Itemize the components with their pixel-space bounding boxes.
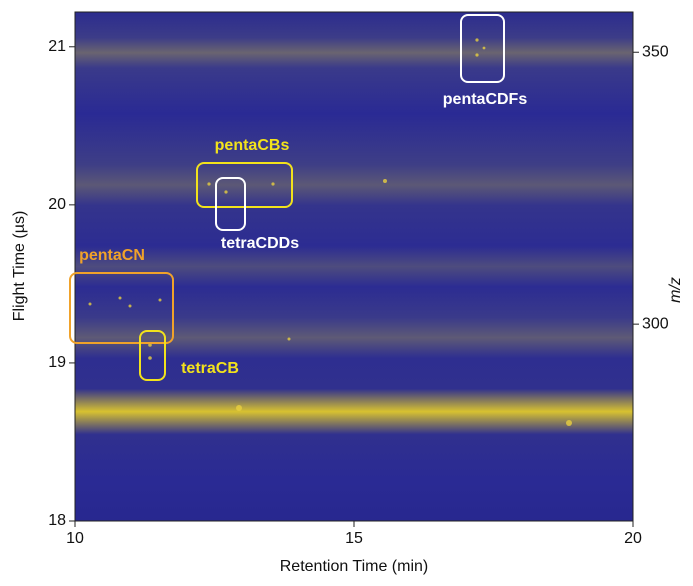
- heatmap-image: [75, 12, 633, 521]
- peak-spots: [88, 38, 572, 426]
- annotation-box: [69, 272, 174, 344]
- y2-axis-label: m/z: [667, 277, 684, 303]
- x-axis-label: Retention Time (min): [280, 558, 429, 575]
- x-tick-label: 10: [66, 530, 84, 547]
- annotation-box: [460, 14, 505, 83]
- annotation-label: pentaCDFs: [443, 91, 528, 108]
- annotation-box: [139, 330, 166, 381]
- x-tick-label: 15: [345, 530, 363, 547]
- annotation-box: [215, 177, 246, 231]
- y2-tick-label: 350: [642, 43, 669, 60]
- x-tick-label: 20: [624, 530, 642, 547]
- annotation-label: tetraCDDs: [221, 235, 299, 252]
- annotation-label: pentaCBs: [215, 137, 290, 154]
- y-axis-label: Flight Time (µs): [11, 211, 28, 322]
- y2-tick-label: 300: [642, 315, 669, 332]
- annotation-label: pentaCN: [79, 247, 145, 264]
- y-tick-label: 20: [48, 196, 66, 213]
- annotation-label: tetraCB: [181, 360, 239, 377]
- y-tick-label: 18: [48, 512, 66, 529]
- y-tick-label: 19: [48, 354, 66, 371]
- y-tick-label: 21: [48, 38, 66, 55]
